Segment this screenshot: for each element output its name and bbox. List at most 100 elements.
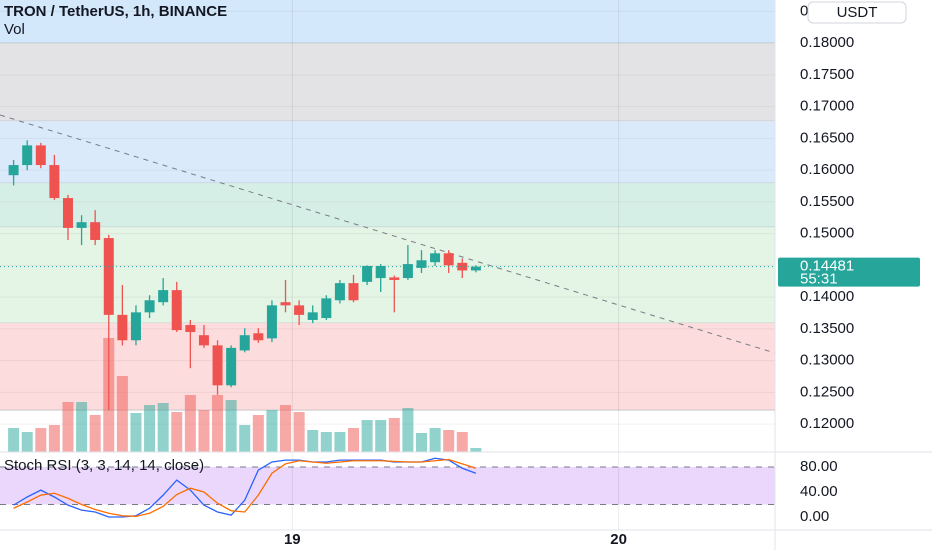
volume-bar [456,432,468,452]
volume-bar [21,432,33,452]
volume-bar [252,415,264,452]
candle-body [443,253,454,266]
currency-button[interactable] [807,1,907,24]
candle-body [348,283,359,301]
volume-bar [116,376,128,452]
candle-body [158,290,169,303]
indicator-label: Stoch RSI (3, 3, 14, 14, close) [4,457,204,474]
countdown-label: 55:31 [800,271,838,288]
volume-bar [429,428,441,452]
volume-bar [225,400,237,452]
last-price-box [778,257,920,287]
candle-body [430,253,441,263]
y-tick-label: 0.15000 [800,225,854,242]
candle-body [35,145,46,166]
zone [0,227,775,324]
volume-bar [402,408,414,452]
zone [0,323,775,411]
candle-body [362,265,373,282]
volume-bar [443,430,455,452]
candle-body [307,312,318,320]
volume-bar [361,420,373,452]
candle-body [171,290,182,331]
y-tick-label: 0.13000 [800,352,854,369]
candle-body [321,298,332,319]
x-tick-label: 19 [284,531,301,548]
candle-body [212,345,223,386]
volume-bar [334,432,346,452]
volume-bar [266,410,278,452]
volume-bar [320,432,332,452]
zone [0,0,775,44]
y-tick-label: 0.12500 [800,383,854,400]
volume-bar [198,410,210,452]
x-tick-label: 20 [610,531,627,548]
candle-body [402,264,413,279]
candle-body [470,266,481,271]
stoch-tick-label: 40.00 [800,483,838,500]
candle-body [375,265,386,279]
candle-body [266,305,277,339]
volume-bar [76,402,88,452]
candle-body [294,305,305,315]
zone [0,183,775,228]
candle-body [239,335,250,351]
candle-body [253,333,264,341]
y-tick-label: 0.16000 [800,161,854,178]
volume-bar [62,402,74,452]
candle-body [62,198,73,228]
zone [0,43,775,122]
volume-bar [348,428,360,452]
currency-button-label[interactable]: USDT [837,4,878,21]
candle-body [457,262,468,271]
stoch-tick-label: 80.00 [800,458,838,475]
volume-bar [470,448,482,452]
candle-body [103,238,114,315]
zone [0,121,775,184]
candle-body [130,312,141,341]
volume-bar [415,433,427,452]
volume-bar [184,395,196,452]
y-tick-label: 0.12000 [800,415,854,432]
volume-bar [157,403,169,452]
candle-body [49,165,60,199]
volume-bar [212,395,224,452]
last-price-label: 0.14481 [800,258,854,275]
volume-bar [280,405,292,452]
y-tick-label: 0.16500 [800,129,854,146]
volume-bar [307,430,319,452]
y-tick-label: 0.18000 [800,34,854,51]
volume-bar [239,425,251,452]
volume-bar [144,405,156,452]
candle-body [416,260,427,268]
candle-body [144,300,155,313]
volume-bar [8,428,20,452]
volume-bar [48,425,60,452]
stoch-tick-label: 0.00 [800,508,829,525]
y-tick-label: 0.13500 [800,320,854,337]
stoch-band [0,467,775,505]
candle-body [280,302,291,306]
y-tick-label: 0.15500 [800,193,854,210]
candle-body [90,222,101,240]
stoch-line [13,458,477,518]
chart-title: TRON / TetherUS, 1h, BINANCE [4,3,227,20]
volume-label: Vol [4,21,25,38]
candle-body [198,335,209,346]
volume-bar [388,418,400,452]
y-tick-label: 0.17500 [800,66,854,83]
volume-bar [130,413,142,452]
candle-body [8,165,19,176]
candle-body [185,325,196,333]
candle-body [117,314,128,341]
volume-bar [89,415,101,452]
volume-bar [35,428,47,452]
y-tick-label: 0.17000 [800,98,854,115]
candle-body [76,222,87,228]
volume-bar [293,412,305,452]
candle-body [226,347,237,386]
candle-body [22,145,33,166]
candle-body [334,283,345,301]
volume-bar [375,420,387,452]
